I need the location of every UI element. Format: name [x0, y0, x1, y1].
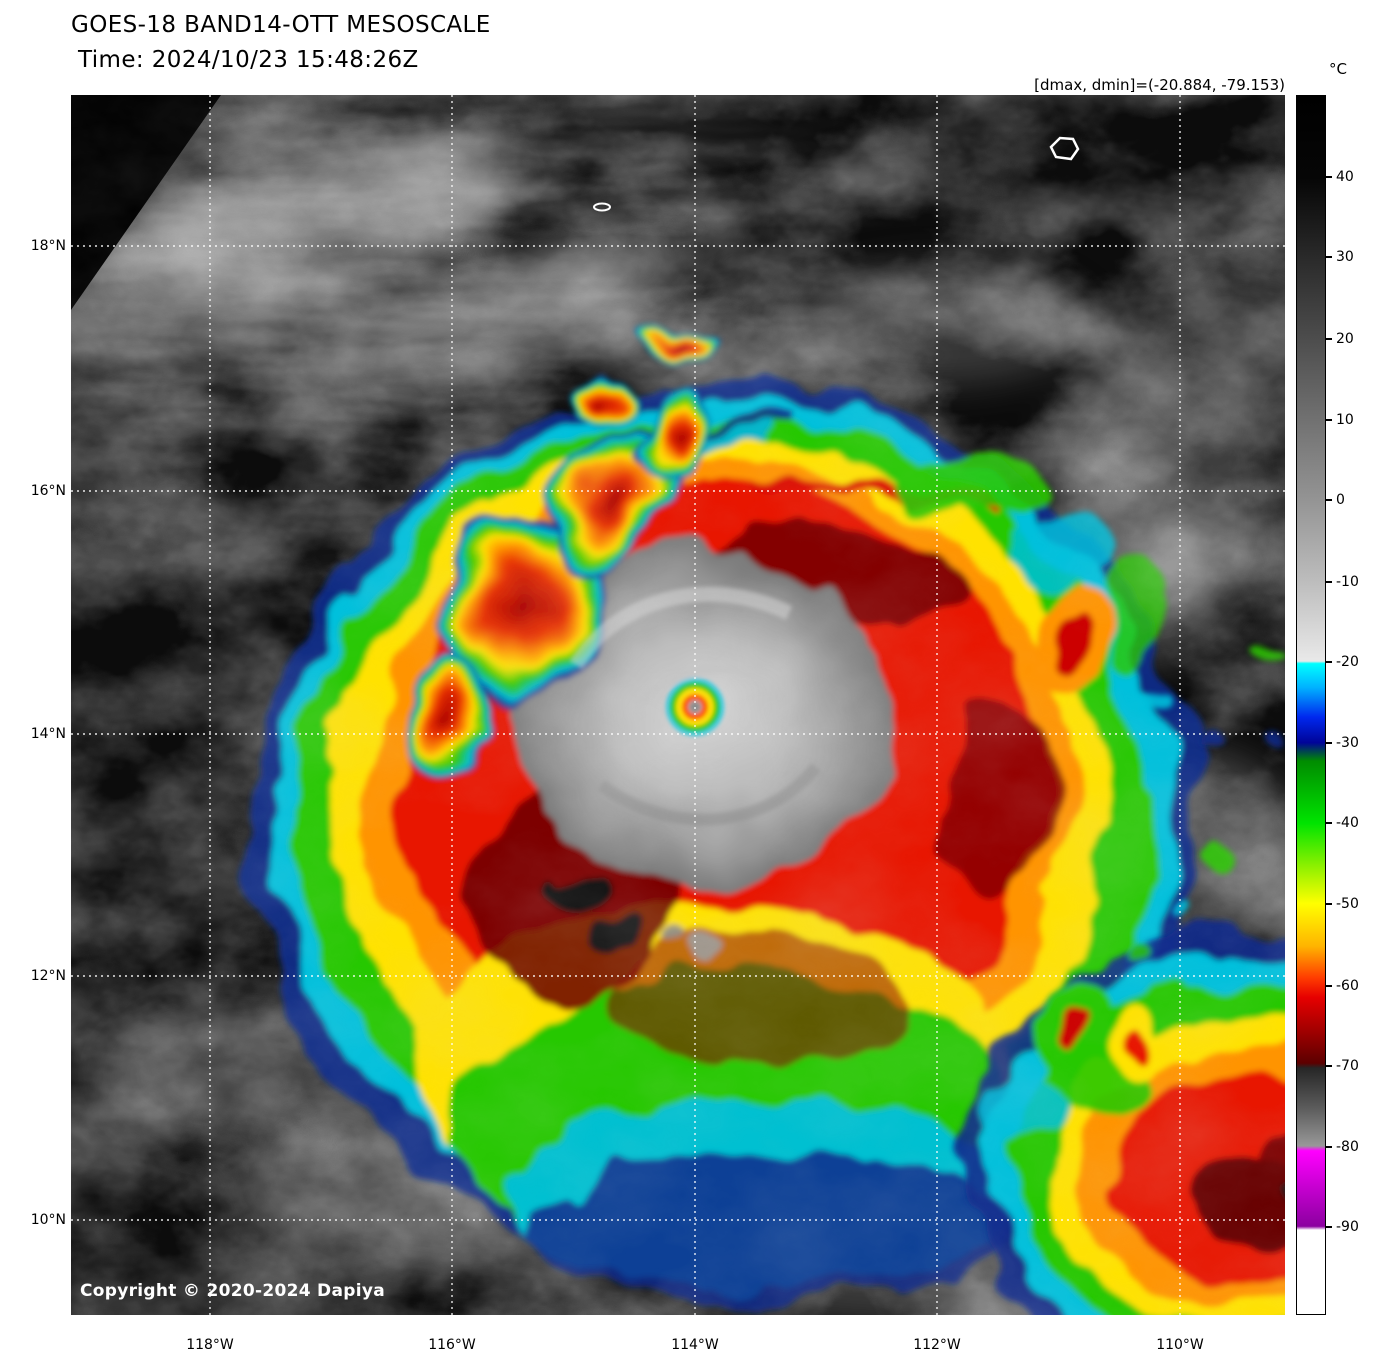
lon-label-112w: 112°W [913, 1337, 961, 1353]
colorbar-tickmark [1326, 581, 1332, 583]
colorbar-tickmark [1326, 1146, 1332, 1148]
colorbar-tickmark [1326, 419, 1332, 421]
colorbar [1296, 95, 1326, 1315]
colorbar-tickmark [1326, 822, 1332, 824]
gridlines [71, 95, 1285, 1315]
colorbar-tickmark [1326, 1226, 1332, 1228]
colorbar-tickmark [1326, 661, 1332, 663]
colorbar-tickmark [1326, 1065, 1332, 1067]
colorbar-tickmark [1326, 985, 1332, 987]
colorbar-tick-0: 0 [1336, 492, 1345, 508]
product-time: Time: 2024/10/23 15:48:26Z [78, 47, 419, 73]
lon-label-114w: 114°W [671, 1337, 719, 1353]
colorbar-tickmark [1326, 338, 1332, 340]
lat-label-10n: 10°N [30, 1212, 66, 1228]
satellite-image [71, 95, 1285, 1315]
colorbar-tick-neg80: -80 [1336, 1139, 1359, 1155]
colorbar-tickmark [1326, 903, 1332, 905]
data-range: [dmax, dmin]=(-20.884, -79.153) [1034, 76, 1285, 94]
lon-label-116w: 116°W [428, 1337, 476, 1353]
lat-label-12n: 12°N [30, 968, 66, 984]
colorbar-unit-label: °C [1329, 60, 1347, 78]
lat-label-18n: 18°N [30, 238, 66, 254]
lon-label-110w: 110°W [1156, 1337, 1204, 1353]
colorbar-tickmark [1326, 176, 1332, 178]
lat-label-14n: 14°N [30, 726, 66, 742]
colorbar-tick-neg10: -10 [1336, 574, 1359, 590]
colorbar-tick-neg60: -60 [1336, 978, 1359, 994]
colorbar-tick-neg50: -50 [1336, 896, 1359, 912]
colorbar-tickmark [1326, 499, 1332, 501]
colorbar-tick-neg40: -40 [1336, 815, 1359, 831]
colorbar-tick-neg30: -30 [1336, 735, 1359, 751]
colorbar-tick-10: 10 [1336, 412, 1354, 428]
colorbar-tick-neg20: -20 [1336, 654, 1359, 670]
texture-overlay [71, 95, 1285, 1315]
satellite-image-panel [71, 95, 1285, 1315]
colorbar-tick-neg90: -90 [1336, 1219, 1359, 1235]
lon-label-118w: 118°W [186, 1337, 234, 1353]
colorbar-tickmark [1326, 742, 1332, 744]
colorbar-tickmark [1326, 256, 1332, 258]
product-title: GOES-18 BAND14-OTT MESOSCALE [71, 12, 491, 38]
colorbar-tick-30: 30 [1336, 249, 1354, 265]
lat-label-16n: 16°N [30, 483, 66, 499]
colorbar-tick-neg70: -70 [1336, 1058, 1359, 1074]
copyright-notice: Copyright © 2020-2024 Dapiya [80, 1281, 385, 1301]
colorbar-tick-40: 40 [1336, 169, 1354, 185]
colorbar-tick-20: 20 [1336, 331, 1354, 347]
